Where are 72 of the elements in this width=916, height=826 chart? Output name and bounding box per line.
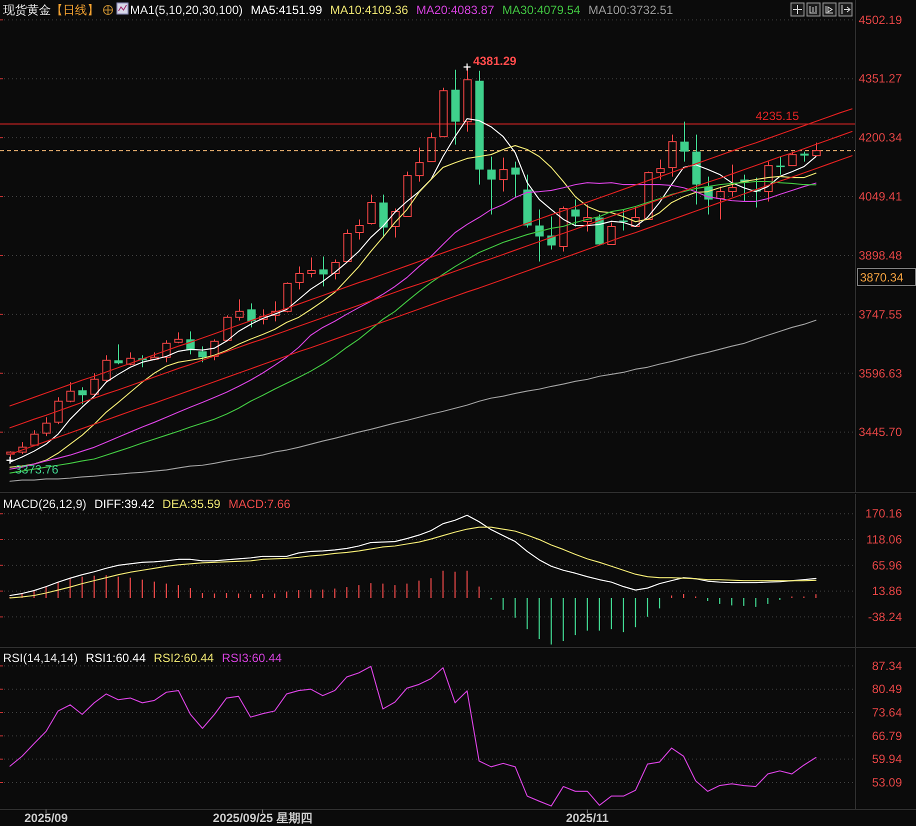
y-tick-label: 170.16 [865, 506, 902, 521]
candlestick [114, 344, 123, 365]
candlestick [680, 121, 689, 162]
candlestick [764, 161, 773, 202]
chart-title: 现货黄金 [3, 3, 51, 17]
text: 3870.34 [860, 270, 904, 284]
legend-title: MA1(5,10,20,30,100) [130, 3, 243, 17]
y-tick-label: 73.64 [872, 706, 902, 720]
text: MA20:4083.87 [416, 3, 495, 17]
y-tick-label: 87.34 [872, 658, 902, 673]
y-tick-label: 3596.63 [858, 366, 902, 380]
candlestick [800, 151, 809, 162]
text: MA10:4109.36 [330, 3, 409, 17]
candlestick [728, 164, 737, 198]
y-tick-label: 3747.55 [858, 307, 902, 322]
text: DEA:35.59 [162, 497, 221, 511]
legend-title: RSI(14,14,14) [3, 651, 78, 665]
candlestick [499, 157, 508, 192]
x-tick-label: 2025/09/25 星期四 [212, 811, 312, 825]
y-tick-label: 59.94 [872, 752, 902, 766]
line-series [9, 514, 816, 596]
y-tick-label: 3898.48 [858, 248, 902, 262]
y-tick-label: 118.06 [866, 532, 902, 547]
text: MACD:7.66 [228, 497, 291, 511]
candlestick [66, 382, 75, 403]
y-tick-label: 4502.19 [858, 12, 902, 27]
candlestick [631, 206, 640, 227]
candlestick [198, 346, 207, 363]
y-tick-label: 13.86 [872, 584, 902, 598]
y-tick-label: 53.09 [872, 776, 902, 790]
candlestick [259, 308, 268, 325]
x-tick-label: 2025/09 [24, 811, 68, 825]
candlestick [307, 256, 316, 278]
text: MA30:4079.54 [502, 3, 581, 17]
y-tick-label: 4049.41 [858, 190, 902, 204]
y-tick-label: 80.49 [872, 682, 902, 696]
annotation: 4381.29 [473, 54, 517, 68]
candlestick [295, 266, 304, 290]
text: RSI3:60.44 [222, 651, 282, 665]
candlestick [319, 256, 328, 287]
legend-title: MACD(26,12,9) [3, 497, 86, 511]
line-series [9, 320, 816, 482]
y-tick-label: 4200.34 [858, 130, 902, 145]
text: MA100:3732.51 [588, 3, 674, 17]
line-series [9, 526, 816, 599]
line-series [9, 666, 816, 807]
text: MA5:4151.99 [250, 3, 322, 17]
candlestick [415, 147, 424, 182]
candlestick [355, 219, 364, 240]
candlestick [571, 199, 580, 227]
candlestick [583, 204, 592, 232]
candlestick [776, 156, 785, 176]
candlestick [716, 186, 725, 220]
candlestick [235, 298, 244, 321]
candlestick [487, 156, 496, 216]
text: DIFF:39.42 [94, 497, 155, 511]
candlestick [391, 208, 400, 238]
y-tick-label: 3445.70 [858, 425, 902, 440]
x-tick-label: 2025/11 [566, 811, 610, 825]
candlestick [656, 159, 665, 180]
y-tick-label: 4351.27 [858, 72, 902, 86]
candlestick [511, 161, 520, 198]
ref-line-label: 4235.15 [756, 109, 800, 124]
y-tick-label: -38.24 [868, 610, 902, 624]
chart-subtitle: 【日线】 [51, 3, 99, 17]
legend-label: RSI2:60.44 [154, 651, 214, 665]
candlestick [427, 132, 436, 162]
legend-label: RSI1:60.44 [86, 651, 146, 665]
y-tick-label: 65.96 [872, 558, 902, 572]
y-tick-label: 66.79 [872, 728, 902, 743]
candlestick [668, 134, 677, 178]
candlestick [271, 300, 280, 322]
